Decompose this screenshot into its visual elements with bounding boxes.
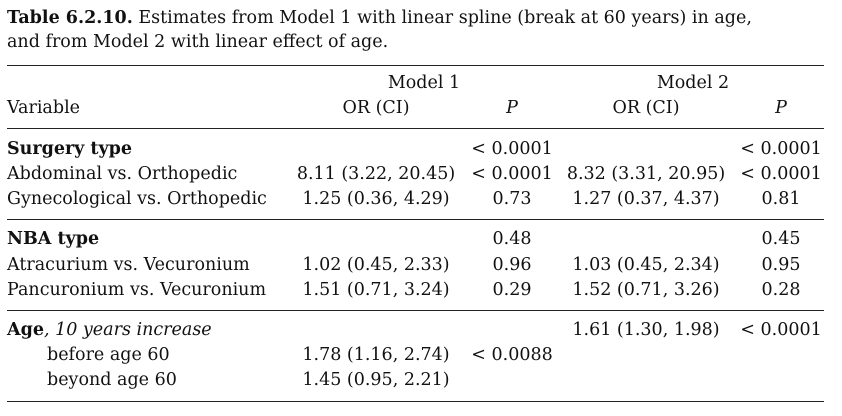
row-label-gynecological: Gynecological vs. Orthopedic: [7, 189, 267, 209]
table-caption: Table 6.2.10. Estimates from Model 1 wit…: [7, 6, 827, 54]
caption-text-line2: and from Model 2 with linear effect of a…: [7, 32, 389, 52]
cell-before-age-60-m1-p: < 0.0088: [471, 345, 553, 365]
cell-nba-type-m2-p: 0.45: [761, 229, 801, 249]
cell-atracurium-m1-or: 1.02 (0.45, 2.33): [302, 255, 450, 275]
row-label-pancuronium: Pancuronium vs. Vecuronium: [7, 280, 267, 300]
cell-abdominal-m2-or: 8.32 (3.31, 20.95): [566, 164, 726, 184]
cell-before-age-60-m1-or: 1.78 (1.16, 2.74): [302, 345, 450, 365]
cell-beyond-age-60-m1-or: 1.45 (0.95, 2.21): [302, 370, 450, 390]
cell-abdominal-m2-p: < 0.0001: [740, 164, 822, 184]
header-model2: Model 2: [656, 73, 730, 93]
cell-age-m2-or: 1.61 (1.30, 1.98): [572, 320, 720, 340]
bottom-rule: [7, 401, 824, 402]
row-label-atracurium: Atracurium vs. Vecuronium: [7, 255, 250, 275]
group-divider-2: [7, 310, 824, 311]
cell-pancuronium-m1-p: 0.29: [492, 280, 532, 300]
header-model1: Model 1: [387, 73, 461, 93]
row-label-beyond-age-60: beyond age 60: [47, 370, 177, 390]
header-rule: [7, 128, 824, 129]
header-model1-or-ci: OR (CI): [342, 98, 410, 118]
cell-atracurium-m2-p: 0.95: [761, 255, 801, 275]
row-label-abdominal: Abdominal vs. Orthopedic: [7, 164, 238, 184]
cell-surgery-type-m2-p: < 0.0001: [740, 139, 822, 159]
row-label-age-suffix: , 10 years increase: [43, 320, 212, 340]
cell-surgery-type-m1-p: < 0.0001: [471, 139, 553, 159]
cell-pancuronium-m1-or: 1.51 (0.71, 3.24): [302, 280, 450, 300]
cell-atracurium-m2-or: 1.03 (0.45, 2.34): [572, 255, 720, 275]
cell-gynecological-m2-p: 0.81: [761, 189, 801, 209]
header-model2-p: P: [775, 98, 787, 118]
row-label-nba-type: NBA type: [7, 229, 100, 249]
cell-gynecological-m1-or: 1.25 (0.36, 4.29): [302, 189, 450, 209]
row-label-age-name: Age: [7, 320, 44, 340]
header-model2-or-ci: OR (CI): [612, 98, 680, 118]
caption-label: Table 6.2.10.: [7, 8, 133, 28]
row-label-before-age-60: before age 60: [47, 345, 170, 365]
header-model1-p: P: [506, 98, 518, 118]
row-label-age: Age, 10 years increase: [7, 319, 212, 341]
cell-nba-type-m1-p: 0.48: [492, 229, 532, 249]
top-rule: [7, 65, 824, 66]
cell-gynecological-m1-p: 0.73: [492, 189, 532, 209]
cell-pancuronium-m2-p: 0.28: [761, 280, 801, 300]
cell-gynecological-m2-or: 1.27 (0.37, 4.37): [572, 189, 720, 209]
header-variable: Variable: [7, 98, 81, 118]
cell-atracurium-m1-p: 0.96: [492, 255, 532, 275]
cell-age-m2-p: < 0.0001: [740, 320, 822, 340]
cell-abdominal-m1-or: 8.11 (3.22, 20.45): [296, 164, 456, 184]
caption-text-line1: Estimates from Model 1 with linear splin…: [132, 8, 752, 28]
group-divider-1: [7, 219, 824, 220]
row-label-surgery-type: Surgery type: [7, 139, 133, 159]
cell-pancuronium-m2-or: 1.52 (0.71, 3.26): [572, 280, 720, 300]
cell-abdominal-m1-p: < 0.0001: [471, 164, 553, 184]
